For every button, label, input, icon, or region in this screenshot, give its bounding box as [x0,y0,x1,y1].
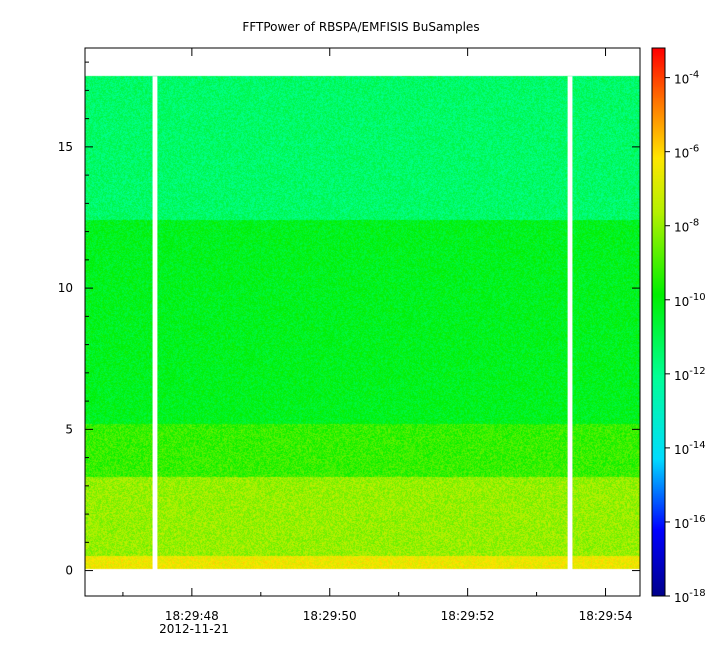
colorbar-image [652,48,665,596]
colorbar-frame [651,47,666,597]
data-gap-1 [567,76,573,573]
colorbar-tick-label-1: 10-16 [674,514,706,531]
y-tick-label-2: 10 [58,281,73,295]
colorbar-tick-label-5: 10-8 [674,218,699,235]
x-tick-label-1: 18:29:50 [303,609,357,623]
x-tick-label-0: 18:29:48 [165,609,219,623]
plot-frame [84,47,641,597]
y-tick-label-1: 5 [65,422,73,436]
y-tick-label-0: 0 [65,564,73,578]
colorbar-tick-label-0: 10-18 [674,588,706,605]
colorbar-tick-label-3: 10-12 [674,366,706,383]
colorbar-tick-label-7: 10-4 [674,70,699,87]
x-axis: 18:29:48 18:29:50 18:29:52 18:29:54 [122,48,633,623]
colorbar-tick-label-4: 10-10 [674,292,706,309]
y-tick-label-3: 15 [58,140,73,154]
spectrogram-image [85,48,640,596]
chart-title: FFTPower of RBSPA/EMFISIS BuSamples [242,20,479,34]
colorbar-tick-label-6: 10-6 [674,144,699,161]
data-gaps [152,76,573,573]
y-axis: 0 5 10 15 [58,61,640,578]
colorbar-tick-label-2: 10-14 [674,440,706,457]
data-gap-0 [152,76,158,573]
x-tick-label-2: 18:29:52 [441,609,495,623]
x-tick-label-3: 18:29:54 [579,609,633,623]
colorbar-axis: 10-18 10-16 10-14 10-12 10-10 10-8 10-6 10-4 [665,70,706,605]
x-axis-date-label: 2012-11-21 [159,622,229,636]
